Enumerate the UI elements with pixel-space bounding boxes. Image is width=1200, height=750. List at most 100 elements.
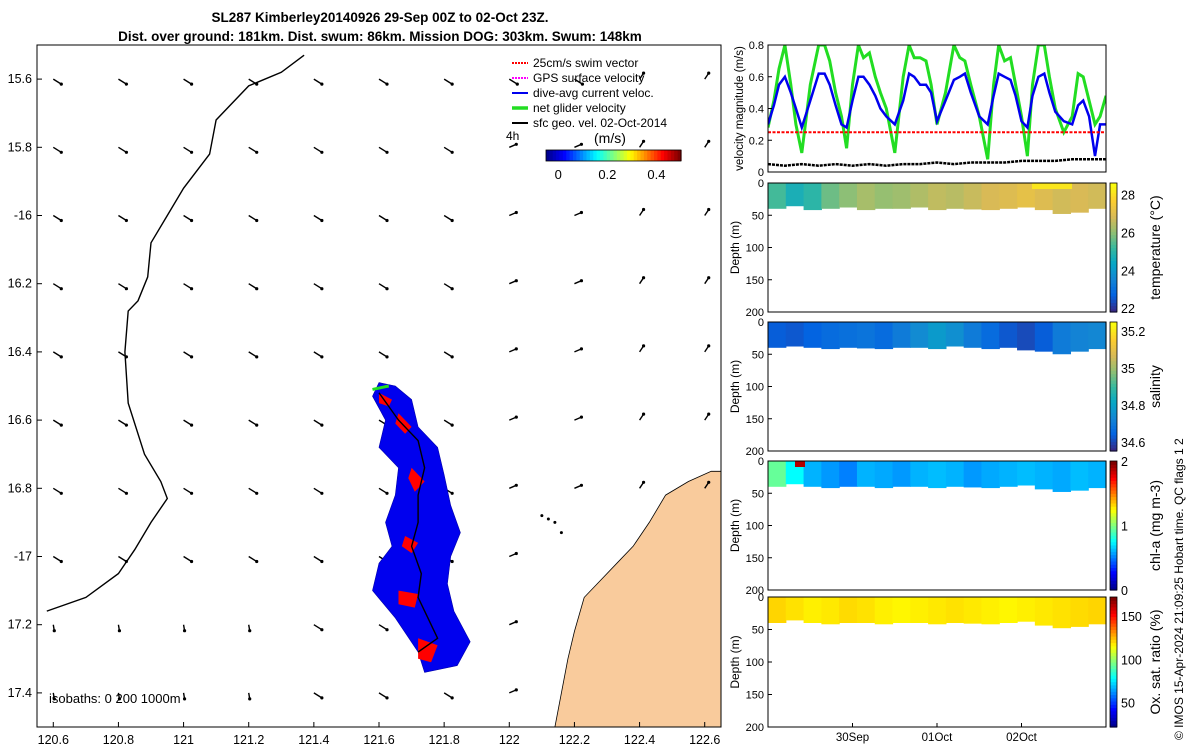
geo-velocity-arrow-head bbox=[189, 559, 194, 564]
geo-velocity-arrow bbox=[704, 139, 711, 148]
map-colorbar-cell bbox=[647, 150, 652, 161]
map-colorbar-cell bbox=[654, 150, 658, 161]
geo-velocity-arrow-head bbox=[189, 287, 194, 291]
oxygen-cell bbox=[981, 597, 1000, 625]
temperature-cell bbox=[1052, 183, 1072, 214]
temperature-colorbar-cell bbox=[1110, 195, 1117, 200]
geo-velocity-arrow bbox=[313, 692, 324, 700]
geo-velocity-arrow-head bbox=[514, 483, 518, 487]
geo-velocity-arrow bbox=[378, 692, 389, 700]
temperature-cell bbox=[928, 183, 947, 211]
oxygen-cell bbox=[928, 597, 947, 625]
map-colorbar-cell bbox=[606, 150, 611, 161]
geo-velocity-arrow-head bbox=[385, 355, 389, 359]
oxygen-colorbar-cell bbox=[1110, 629, 1117, 634]
geo-velocity-arrow-head bbox=[514, 620, 518, 624]
geo-velocity-arrow-head bbox=[385, 82, 389, 86]
geo-velocity-arrow bbox=[509, 142, 518, 148]
geo-velocity-arrow-head bbox=[514, 347, 518, 351]
isobath-1000m-line bbox=[46, 54, 305, 612]
geo-velocity-arrow-head bbox=[189, 355, 194, 359]
geo-velocity-arrow bbox=[509, 551, 518, 558]
oxygen-colorbar-cell bbox=[1110, 691, 1117, 696]
geo-velocity-arrow bbox=[509, 620, 518, 626]
oxygen-colorbar-cell bbox=[1110, 701, 1117, 705]
oxygen-colorbar-cell bbox=[1110, 671, 1117, 676]
chla-cell bbox=[910, 461, 929, 487]
geo-velocity-arrow-head bbox=[255, 423, 259, 427]
geo-velocity-arrow-head bbox=[182, 697, 187, 701]
geo-velocity-arrow bbox=[248, 351, 259, 359]
map-colorbar-frame bbox=[545, 149, 682, 162]
chla-colorbar-cell bbox=[1110, 467, 1117, 472]
geo-velocity-arrow-head bbox=[59, 423, 63, 427]
chla-colorbar-cell bbox=[1110, 573, 1117, 578]
chla-y-tick-label: 100 bbox=[746, 521, 764, 533]
geo-velocity-arrow bbox=[313, 351, 324, 359]
chla-cell bbox=[928, 461, 947, 489]
chla-cell bbox=[874, 461, 894, 489]
map-colorbar-cell bbox=[546, 150, 550, 161]
salinity-colorbar-cell bbox=[1110, 373, 1117, 378]
chla-colorbar-cell bbox=[1110, 580, 1117, 585]
geo-velocity-arrow bbox=[378, 624, 389, 632]
oxygen-colorbar-tick-label: 50 bbox=[1121, 697, 1135, 711]
geo-velocity-arrow bbox=[313, 78, 324, 86]
chla-colorbar-tick-label: 1 bbox=[1121, 520, 1128, 534]
velocity-y-tick-label: 0.6 bbox=[749, 72, 764, 84]
map-content bbox=[46, 54, 721, 727]
salinity-y-tick-label: 0 bbox=[758, 317, 764, 329]
geo-velocity-arrow bbox=[183, 351, 194, 359]
temperature-colorbar-cell bbox=[1110, 270, 1117, 274]
temperature-cell bbox=[963, 183, 983, 210]
geo-velocity-arrow-head bbox=[255, 355, 259, 359]
geo-velocity-arrow bbox=[52, 487, 63, 495]
geo-velocity-arrow-head bbox=[707, 207, 711, 212]
salinity-cell bbox=[1017, 322, 1036, 351]
chla-colorbar-cell bbox=[1110, 525, 1117, 530]
geo-velocity-arrow bbox=[52, 283, 63, 291]
geo-velocity-arrow-head bbox=[124, 491, 129, 495]
chla-colorbar-cell bbox=[1110, 528, 1117, 533]
oxygen-panel: 0 50 100 150 200 Depth (m) 50 100 150 Ox. sat. ra… bbox=[728, 592, 1163, 744]
map-colorbar-cell bbox=[559, 150, 564, 161]
isobaths-label: isobaths: 0 200 1000m bbox=[49, 691, 181, 706]
map-x-tick-label: 122.6 bbox=[689, 733, 720, 747]
geo-velocity-arrow bbox=[248, 214, 259, 223]
geo-velocity-arrow bbox=[509, 688, 518, 694]
map-x-tick-label: 122 bbox=[499, 733, 520, 747]
geo-velocity-arrow bbox=[52, 351, 63, 359]
geo-velocity-arrow bbox=[443, 419, 454, 427]
geo-velocity-arrow-head bbox=[514, 210, 518, 215]
map-colorbar-cell bbox=[569, 150, 574, 161]
temperature-colorbar-cell bbox=[1110, 208, 1117, 213]
chla-colorbar-cell bbox=[1110, 567, 1117, 572]
chla-colorbar-cell bbox=[1110, 506, 1117, 510]
map-colorbar-cell bbox=[640, 150, 645, 161]
geo-velocity-arrow bbox=[183, 419, 194, 427]
oxygen-colorbar-cell bbox=[1110, 717, 1117, 722]
geo-velocity-arrow bbox=[574, 347, 584, 353]
oxygen-cell bbox=[945, 597, 965, 623]
salinity-colorbar-cell bbox=[1110, 415, 1117, 420]
geo-velocity-arrow bbox=[509, 347, 518, 353]
chla-colorbar-cell bbox=[1110, 499, 1117, 504]
oxygen-y-axis-label: Depth (m) bbox=[728, 635, 742, 688]
geo-velocity-arrow bbox=[509, 483, 518, 489]
salinity-cell bbox=[1034, 322, 1054, 352]
map-colorbar-cell bbox=[643, 150, 648, 161]
geo-velocity-arrow-head bbox=[124, 82, 129, 86]
map-x-tick-label: 122.4 bbox=[624, 733, 655, 747]
geo-velocity-arrow bbox=[638, 412, 646, 421]
map-colorbar-cell bbox=[627, 150, 631, 161]
geo-velocity-arrow bbox=[182, 692, 187, 701]
geo-velocity-arrow-head bbox=[59, 218, 63, 223]
chla-y-axis-label: Depth (m) bbox=[728, 499, 742, 552]
map-colorbar-cell bbox=[566, 150, 571, 161]
oxygen-cell bbox=[839, 597, 858, 623]
map-colorbar-cell bbox=[586, 150, 591, 161]
salinity-cell bbox=[928, 322, 947, 350]
map-colorbar-cell bbox=[562, 150, 567, 161]
chla-cell bbox=[839, 461, 858, 487]
